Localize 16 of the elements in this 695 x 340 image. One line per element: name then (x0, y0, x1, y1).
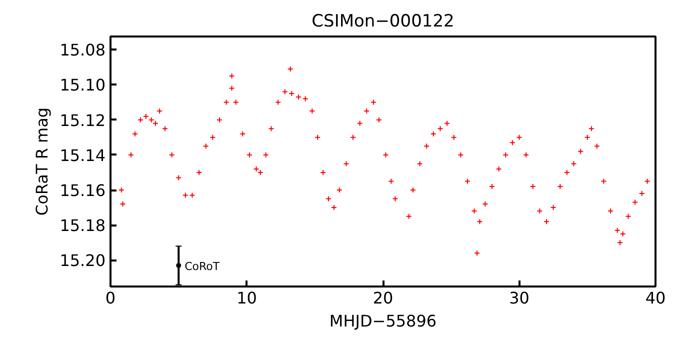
x-tick-label: 30 (509, 288, 530, 308)
y-tick-label: 15.08 (60, 40, 106, 60)
y-tick-label: 15.12 (60, 110, 106, 130)
x-axis-title: MHJD−55896 (329, 312, 437, 330)
y-axis-title: CoRaT R mag (32, 107, 52, 216)
x-tick-label: 0 (105, 288, 116, 308)
y-tick-label: 15.16 (60, 181, 106, 200)
x-tick-label: 10 (236, 288, 257, 308)
chart-title: CSIMon−000122 (312, 12, 454, 32)
y-tick-label: 15.14 (60, 146, 106, 165)
series-label: CoRoT (184, 260, 220, 273)
x-tick-label: 40 (645, 288, 666, 308)
y-tick-label: 15.20 (60, 251, 106, 270)
y-tick-label: 15.18 (60, 216, 106, 236)
y-tick-label: 15.10 (60, 76, 106, 95)
x-tick-label: 20 (372, 288, 394, 308)
